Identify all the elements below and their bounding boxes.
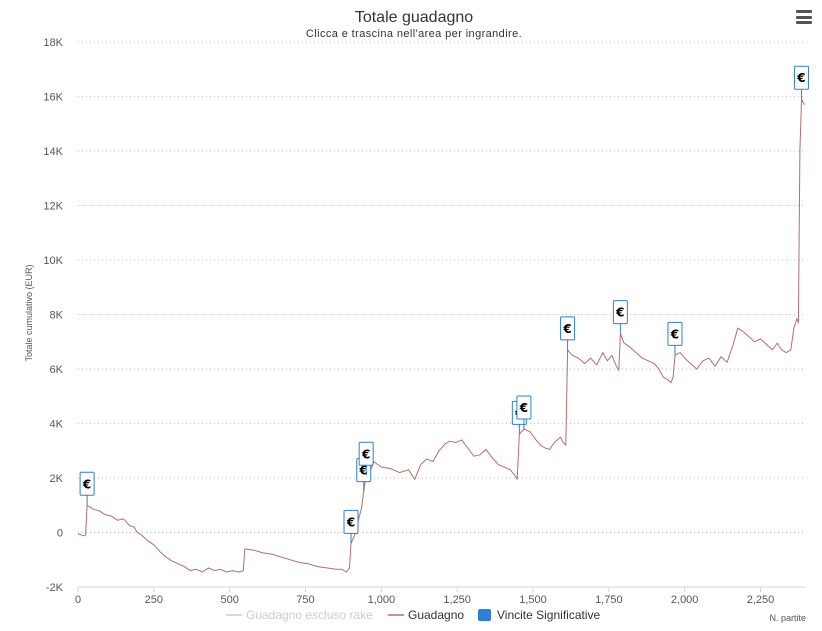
significant-win-flag[interactable]: € — [516, 395, 532, 429]
y-tick-label: -2K — [46, 582, 64, 594]
y-tick-label: 12K — [43, 201, 63, 213]
significant-win-flag[interactable]: € — [560, 316, 576, 350]
y-tick-label: 0 — [57, 528, 63, 540]
chart-subtitle: Clicca e trascina nell'area per ingrandi… — [306, 28, 522, 40]
x-tick-label: 2,000 — [671, 594, 699, 606]
series-line-guadagno[interactable] — [77, 98, 805, 573]
euro-icon: € — [519, 401, 528, 415]
x-axis-title: N. partite — [769, 613, 806, 623]
euro-icon: € — [361, 447, 370, 461]
flag-box — [516, 395, 532, 420]
euro-icon: € — [562, 322, 571, 336]
legend-symbol — [478, 609, 491, 621]
y-axis-title: Totale cumulativo (EUR) — [24, 264, 34, 361]
y-tick-label: 2K — [50, 473, 64, 485]
flag-box — [793, 65, 809, 90]
chart-title: Totale guadagno — [355, 9, 473, 26]
euro-icon: € — [346, 515, 355, 529]
legend-item[interactable]: Guadagno escluso rake — [226, 608, 373, 622]
legend-item[interactable]: Vincite Significative — [478, 608, 600, 622]
legend-label: Guadagno — [408, 608, 464, 622]
y-axis-ticks: -2K 0 2K 4K 6K 8K 10K 12K 14K 16K 18K — [43, 37, 63, 594]
y-tick-label: 16K — [43, 92, 63, 104]
significant-win-flag[interactable]: € — [79, 471, 95, 506]
euro-icon: € — [359, 464, 368, 478]
x-tick-label: 1,000 — [368, 594, 396, 606]
flag-box — [343, 509, 359, 534]
y-tick-label: 6K — [50, 364, 64, 376]
significant-win-flag[interactable]: € — [793, 65, 809, 100]
significant-win-flag[interactable]: € — [612, 300, 628, 334]
x-tick-label: 750 — [296, 594, 314, 606]
flag-box — [667, 321, 683, 346]
legend-item[interactable]: Guadagno — [388, 608, 464, 622]
y-tick-label: 14K — [43, 146, 63, 158]
y-tick-label: 18K — [43, 37, 63, 49]
flag-box — [612, 300, 628, 325]
euro-icon: € — [615, 306, 624, 320]
hamburger-menu-icon[interactable] — [796, 10, 812, 24]
x-tick-label: 2,250 — [747, 594, 775, 606]
legend: Guadagno escluso rake Guadagno Vincite Sig… — [226, 608, 600, 622]
significant-win-flag[interactable]: € — [358, 441, 374, 476]
x-tick-label: 1,250 — [443, 594, 471, 606]
flag-box — [358, 441, 374, 466]
significant-win-flag[interactable]: € — [343, 509, 359, 544]
y-tick-label: 10K — [43, 255, 63, 267]
x-tick-label: 1,750 — [595, 594, 623, 606]
y-tick-label: 4K — [50, 419, 64, 431]
x-axis-ticks: 0 250 500 750 1,000 1,250 1,500 1,750 2,000 2,250 — [75, 587, 774, 606]
euro-icon: € — [796, 71, 805, 85]
x-tick-label: 500 — [220, 594, 238, 606]
x-tick-label: 1,500 — [519, 594, 547, 606]
x-tick-label: 250 — [145, 594, 163, 606]
euro-icon: € — [670, 327, 679, 341]
flag-box — [560, 316, 576, 341]
x-tick-label: 0 — [75, 594, 81, 606]
significant-wins-flags: €€€€€€€€€€ — [79, 65, 809, 544]
series-group — [77, 98, 805, 573]
legend-label: Vincite Significative — [497, 608, 600, 622]
euro-icon: € — [82, 477, 91, 491]
legend-label: Guadagno escluso rake — [246, 608, 373, 622]
flag-box — [79, 471, 95, 496]
grid — [78, 41, 806, 533]
significant-win-flag[interactable]: € — [667, 321, 683, 356]
y-tick-label: 8K — [50, 310, 64, 322]
